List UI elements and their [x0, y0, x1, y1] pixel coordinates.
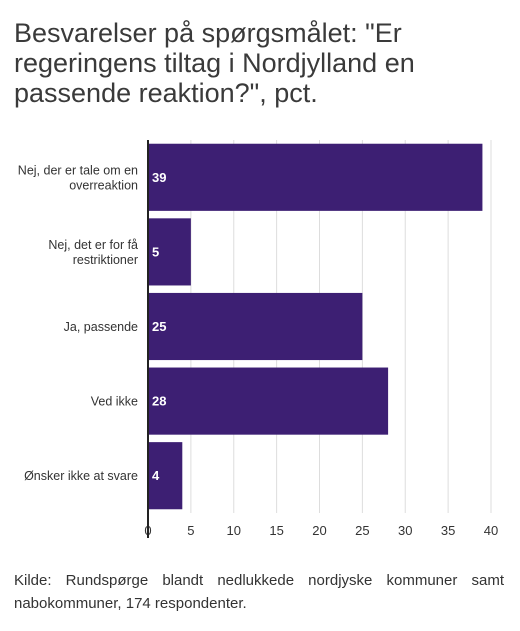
- bar: [148, 218, 191, 286]
- category-label: Ja, passende: [64, 320, 138, 334]
- bar: [148, 367, 389, 435]
- x-tick-label: 5: [187, 523, 194, 538]
- bar: [148, 292, 363, 361]
- category-label: overreaktion: [69, 178, 138, 192]
- bar: [148, 442, 183, 510]
- bar-value-label: 39: [152, 170, 166, 185]
- category-label: Ønsker ikke at svare: [24, 469, 138, 483]
- bar-value-label: 28: [152, 394, 166, 409]
- x-tick-label: 10: [227, 523, 241, 538]
- category-label: Ved ikke: [91, 395, 138, 409]
- category-label: Nej, det er for få: [48, 238, 138, 252]
- x-tick-label: 25: [355, 523, 369, 538]
- bar-value-label: 4: [152, 468, 160, 483]
- bars: 39 5 25 28 4: [148, 143, 483, 510]
- x-tick-label: 15: [269, 523, 283, 538]
- x-tick-label: 35: [441, 523, 455, 538]
- bar-value-label: 5: [152, 244, 159, 259]
- bar-value-label: 25: [152, 319, 166, 334]
- category-label: Nej, der er tale om en: [18, 163, 138, 177]
- x-tick-label: 30: [398, 523, 412, 538]
- chart-title: Besvarelser på spørgsmålet: "Er regering…: [14, 18, 415, 108]
- x-tick-label: 40: [484, 523, 498, 538]
- x-axis-ticks: 0510152025303540: [144, 523, 498, 538]
- source-note: Kilde: Rundspørge blandt nedlukkede nord…: [14, 572, 504, 612]
- category-label: restriktioner: [73, 253, 138, 267]
- bar: [148, 143, 483, 211]
- x-tick-label: 20: [312, 523, 326, 538]
